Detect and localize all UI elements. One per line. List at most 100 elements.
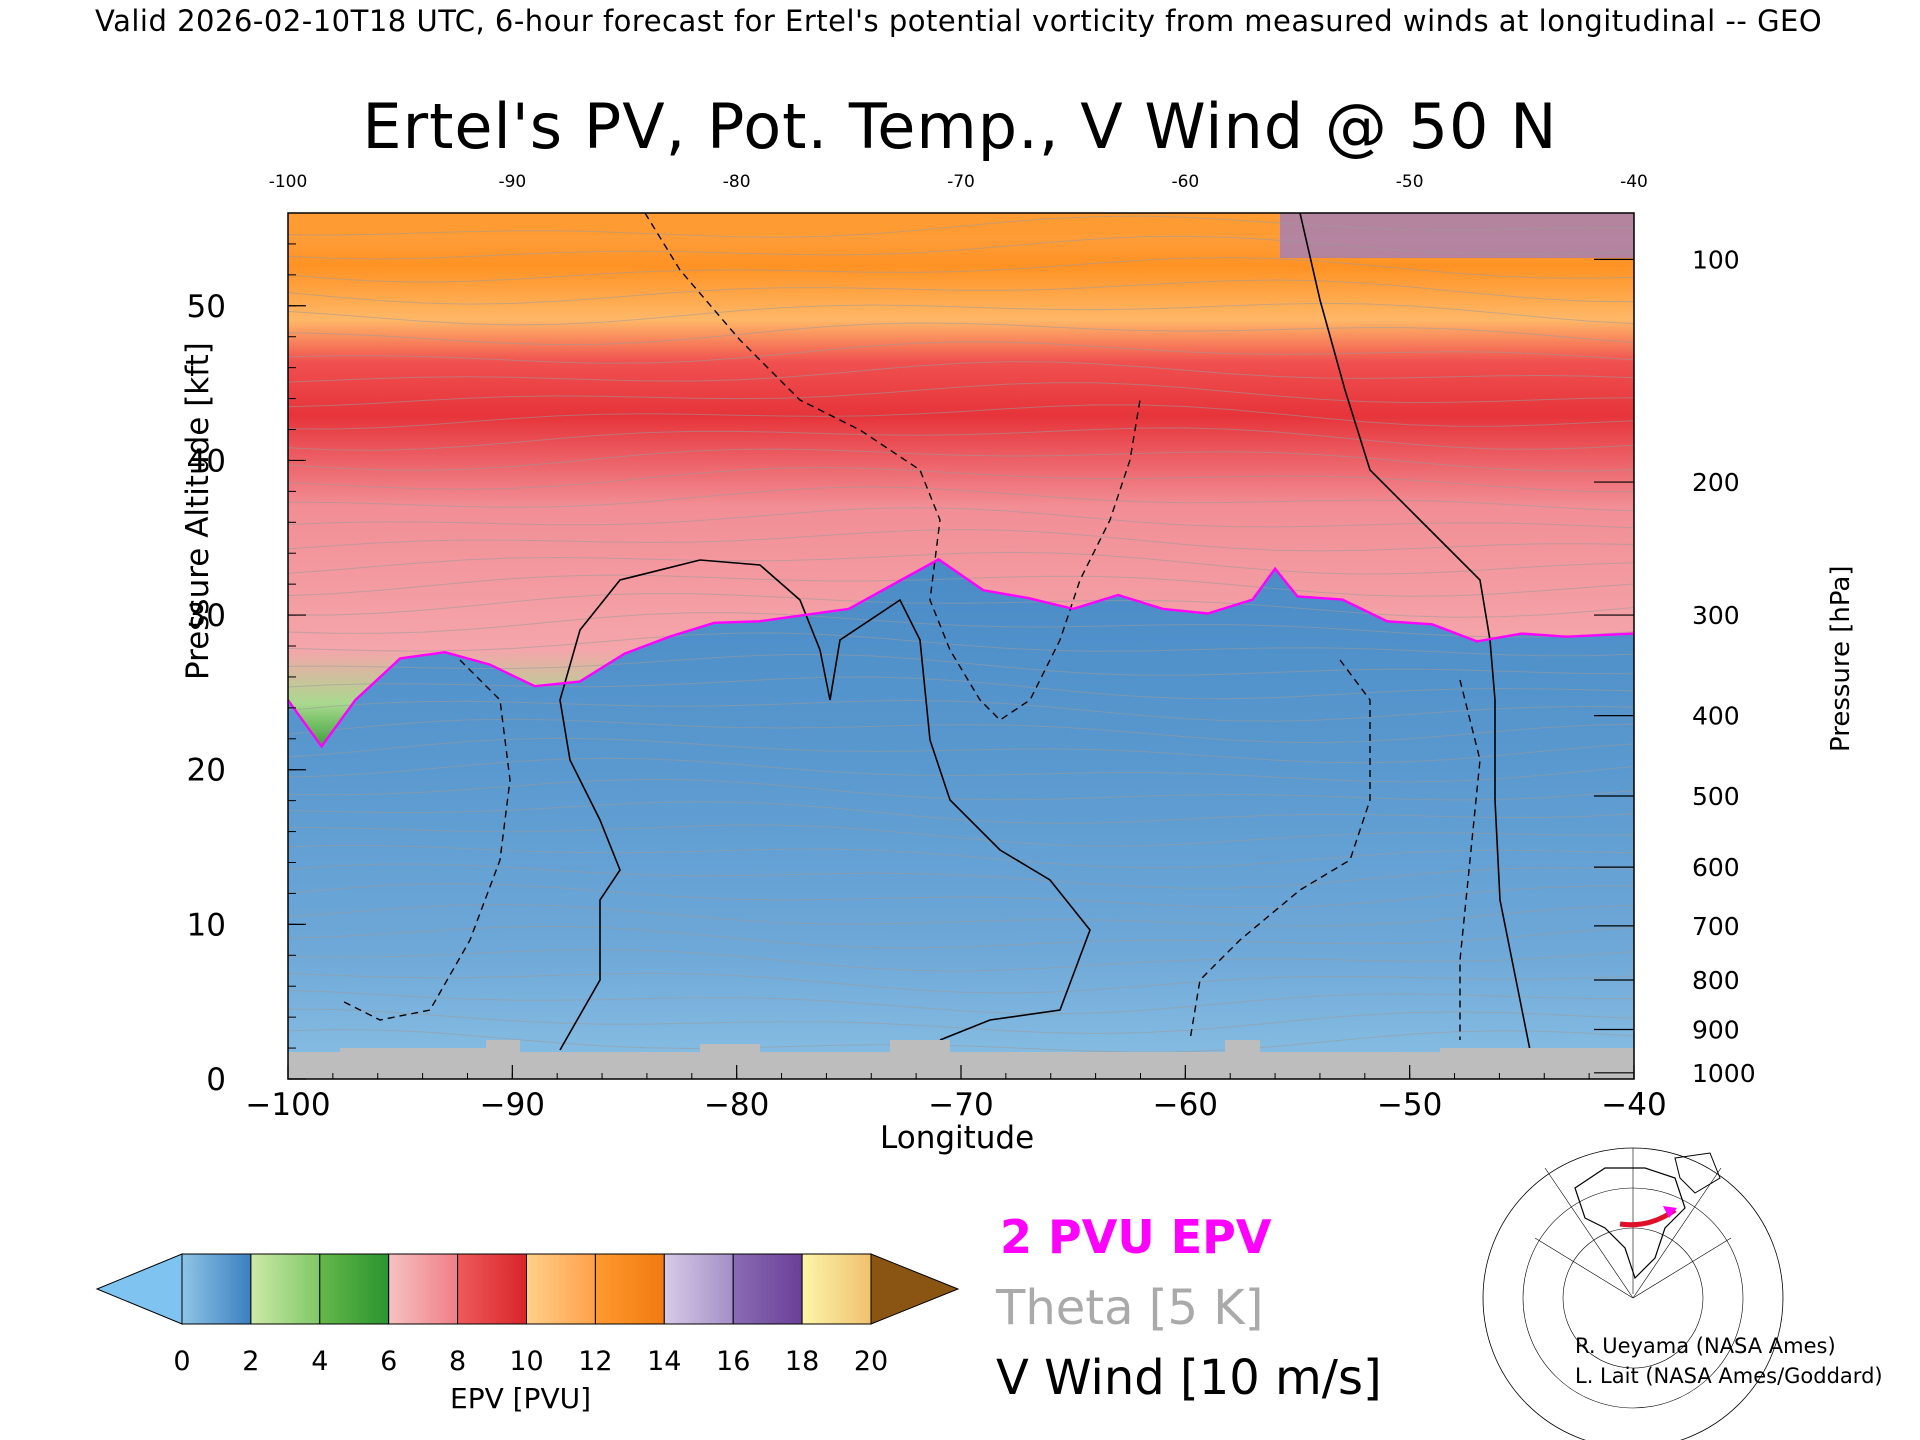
pressure-tick-label: 600 [1692, 853, 1740, 882]
theta-line [288, 574, 1634, 597]
theta-line [288, 322, 1634, 346]
colorbar-band [526, 1253, 596, 1325]
x-tick-label: −40 [1601, 1087, 1666, 1123]
y-tick-label: 10 [187, 907, 226, 943]
theta-line [288, 528, 1634, 552]
theta-line [288, 215, 1634, 238]
v-wind-contour-neg [1459, 679, 1481, 1040]
theta-line [288, 778, 1634, 801]
colorbar-tick-label: 2 [242, 1346, 259, 1377]
terrain [288, 1040, 1634, 1079]
two-pvu-contour [288, 557, 1634, 749]
theta-line [288, 972, 1634, 994]
x-tick-label: −100 [245, 1087, 330, 1123]
legend-theta-entry: Theta [5 K] [996, 1280, 1264, 1336]
colorbar: 0 2 4 6 8 10 12 14 16 18 20 [95, 1253, 960, 1377]
colorbar-band [663, 1253, 734, 1325]
credit-line-1: R. Ueyama (NASA Ames) [1575, 1334, 1836, 1358]
pressure-tick-label: 800 [1692, 966, 1740, 995]
theta-line [288, 653, 1634, 676]
theta-line [288, 612, 1634, 638]
colorbar-band [732, 1253, 803, 1325]
theta-line [288, 948, 1634, 972]
colorbar-tick-label: 0 [173, 1346, 190, 1377]
x-top-tick-label: -50 [1396, 172, 1424, 192]
legend-vwind-entry: V Wind [10 m/s] [996, 1350, 1382, 1406]
colorbar-band [457, 1253, 528, 1325]
colorbar-tick-label: 20 [854, 1346, 888, 1377]
y-tick-label: 50 [187, 289, 226, 325]
colorbar-tick-label: 8 [449, 1346, 466, 1377]
theta-line [288, 404, 1634, 430]
valid-time-header: Valid 2026-02-10T18 UTC, 6-hour forecast… [95, 4, 1823, 38]
theta-line [288, 256, 1634, 283]
theta-line [288, 279, 1634, 305]
colorbar-band [319, 1253, 390, 1325]
theta-line [288, 427, 1634, 451]
theta-line [288, 382, 1634, 408]
theta-line [288, 361, 1634, 383]
colorbar-tick-label: 18 [785, 1346, 819, 1377]
theta-line [288, 824, 1634, 847]
y-axis-left-title: Pressure Altitude [kft] [180, 342, 216, 680]
theta-line [288, 844, 1634, 869]
colorbar-tick-label: 10 [509, 1346, 543, 1377]
theta-line [288, 1029, 1634, 1053]
theta-line [288, 699, 1634, 722]
theta-line [288, 486, 1634, 512]
colorbar-tick-label: 12 [578, 1346, 612, 1377]
theta-line [288, 801, 1634, 824]
pressure-tick-label: 100 [1692, 245, 1740, 274]
v-wind-contour-neg [339, 659, 511, 1021]
colorbar-band [388, 1253, 459, 1325]
pressure-tick-label: 900 [1692, 1016, 1740, 1045]
theta-line [288, 448, 1634, 472]
v-wind-contour-zero [559, 559, 1091, 1051]
theta-line [288, 341, 1634, 364]
theta-line [288, 718, 1634, 744]
theta-line [288, 925, 1634, 949]
y-axis-left: 0 10 20 30 40 50 [187, 243, 306, 1098]
y-tick-label: 20 [187, 753, 226, 789]
theta-line [288, 1008, 1634, 1035]
pressure-tick-label: 200 [1692, 468, 1740, 497]
pressure-tick-label: 400 [1692, 702, 1740, 731]
theta-line [288, 632, 1634, 657]
pressure-tick-label: 300 [1692, 601, 1740, 630]
colorbar-under-arrow [95, 1253, 183, 1325]
y-tick-label: 30 [187, 598, 226, 634]
x-axis-top: -100 -90 -80 -70 -60 -50 -40 [269, 172, 1648, 192]
theta-line [288, 466, 1634, 493]
colorbar-tick-label: 16 [716, 1346, 750, 1377]
chart-title: Ertel's PV, Pot. Temp., V Wind @ 50 N [362, 90, 1558, 163]
theta-line [288, 989, 1634, 1015]
theta-line [288, 863, 1634, 889]
x-top-tick-label: -100 [269, 172, 308, 192]
theta-line [288, 737, 1634, 764]
x-tick-label: −60 [1153, 1087, 1218, 1123]
x-axis: −100 −90 −80 −70 −60 −50 −40 [245, 1065, 1667, 1123]
colorbar-band [594, 1253, 665, 1325]
colorbar-tick-label: 4 [311, 1346, 328, 1377]
x-top-tick-label: -60 [1171, 172, 1199, 192]
colorbar-tick-label: 14 [647, 1346, 681, 1377]
y-axis-right: 1000 900 800 700 600 500 400 300 200 100 [1594, 245, 1756, 1088]
colorbar-band [181, 1253, 252, 1325]
theta-line [288, 551, 1634, 575]
colorbar-tick-label: 6 [380, 1346, 397, 1377]
x-top-tick-label: -90 [498, 172, 526, 192]
theta-line [288, 507, 1634, 529]
x-top-tick-label: -80 [723, 172, 751, 192]
theta-line [288, 302, 1634, 326]
theta-line [288, 757, 1634, 783]
y-tick-label: 0 [206, 1062, 226, 1098]
x-tick-label: −80 [704, 1087, 769, 1123]
theta-line [288, 235, 1634, 260]
y-tick-label: 40 [187, 443, 226, 479]
theta-line [288, 592, 1634, 618]
y-axis-right-title: Pressure [hPa] [1826, 565, 1856, 753]
x-axis-title: Longitude [880, 1120, 1035, 1156]
x-top-tick-label: -40 [1620, 172, 1648, 192]
colorbar-band [250, 1253, 321, 1325]
